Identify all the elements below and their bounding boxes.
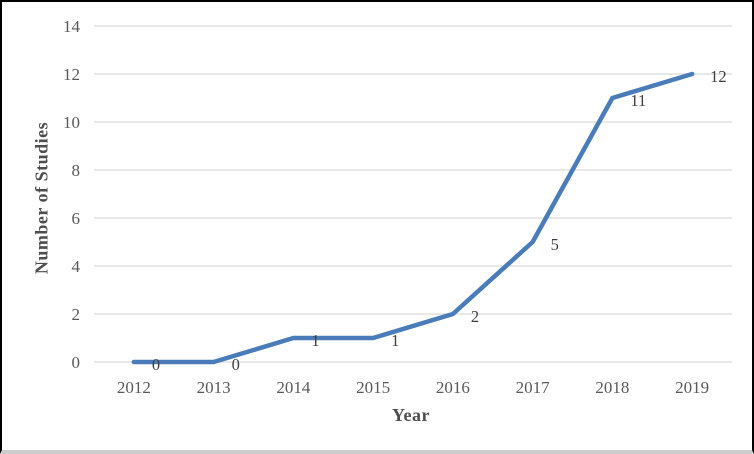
y-tick-label: 4 [72, 257, 81, 276]
y-tick-label: 2 [72, 305, 81, 324]
data-label: 1 [311, 331, 319, 350]
x-axis-title: Year [392, 405, 430, 425]
x-tick-label: 2015 [356, 378, 390, 397]
x-axis-tick-labels: 2012 2013 2014 2015 2016 2017 2018 2019 [117, 378, 709, 397]
x-tick-label: 2012 [117, 378, 151, 397]
x-tick-label: 2016 [436, 378, 470, 397]
x-tick-label: 2019 [675, 378, 709, 397]
y-axis-tick-labels: 0 2 4 6 8 10 12 14 [63, 17, 81, 372]
x-tick-label: 2018 [595, 378, 629, 397]
y-tick-label: 12 [63, 65, 80, 84]
y-axis-title: Number of Studies [31, 121, 52, 275]
gridlines [94, 25, 732, 363]
data-series-line [131, 71, 695, 365]
x-tick-label: 2014 [276, 378, 311, 397]
data-label: 1 [391, 331, 399, 350]
data-label: 5 [551, 235, 559, 254]
y-tick-label: 0 [72, 353, 81, 372]
data-label: 12 [710, 67, 727, 86]
series-polyline [131, 71, 695, 365]
y-tick-label: 10 [63, 113, 80, 132]
x-tick-label: 2013 [197, 378, 231, 397]
x-tick-label: 2017 [516, 378, 551, 397]
y-tick-label: 14 [63, 17, 81, 36]
data-label: 2 [471, 307, 479, 326]
data-label: 11 [630, 91, 646, 110]
data-label: 0 [152, 355, 160, 374]
y-tick-label: 8 [72, 161, 81, 180]
y-tick-label: 6 [72, 209, 81, 228]
data-label: 0 [232, 355, 240, 374]
